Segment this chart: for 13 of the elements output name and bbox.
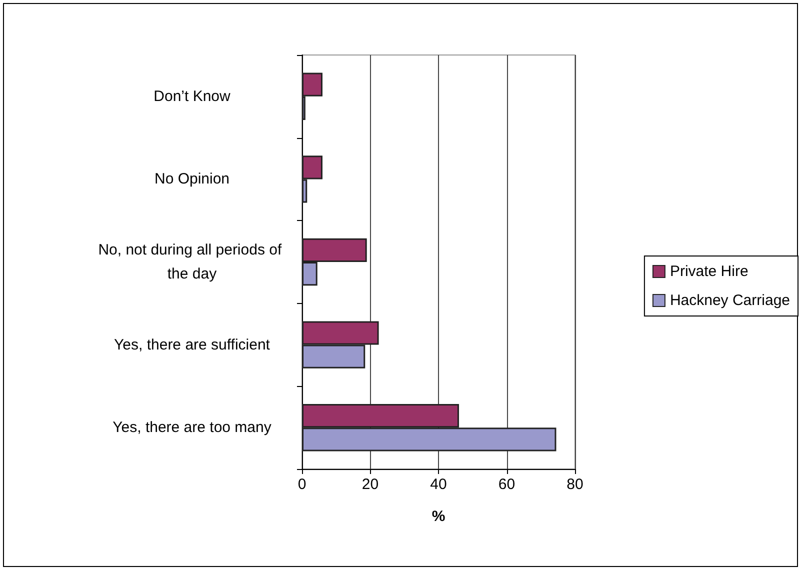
x-tick-label: 40 (430, 476, 447, 493)
y-tick-label: No Opinion (154, 170, 230, 188)
x-axis-title: % (432, 508, 446, 525)
x-tick-label: 60 (498, 476, 516, 493)
legend-label: Private Hire (670, 263, 748, 280)
y-tick-label: Yes, there are sufficient (114, 336, 271, 354)
y-tick-label: Don’t Know (154, 88, 231, 105)
x-tick-label: 20 (362, 476, 379, 493)
x-tick-label: 0 (298, 476, 306, 493)
x-tick-label: 80 (566, 476, 584, 493)
y-tick-label: Yes, there are too many (112, 419, 272, 436)
legend-label: Hackney Carriage (670, 292, 790, 309)
y-tick-label: No, not during all periods of the day (98, 242, 286, 282)
